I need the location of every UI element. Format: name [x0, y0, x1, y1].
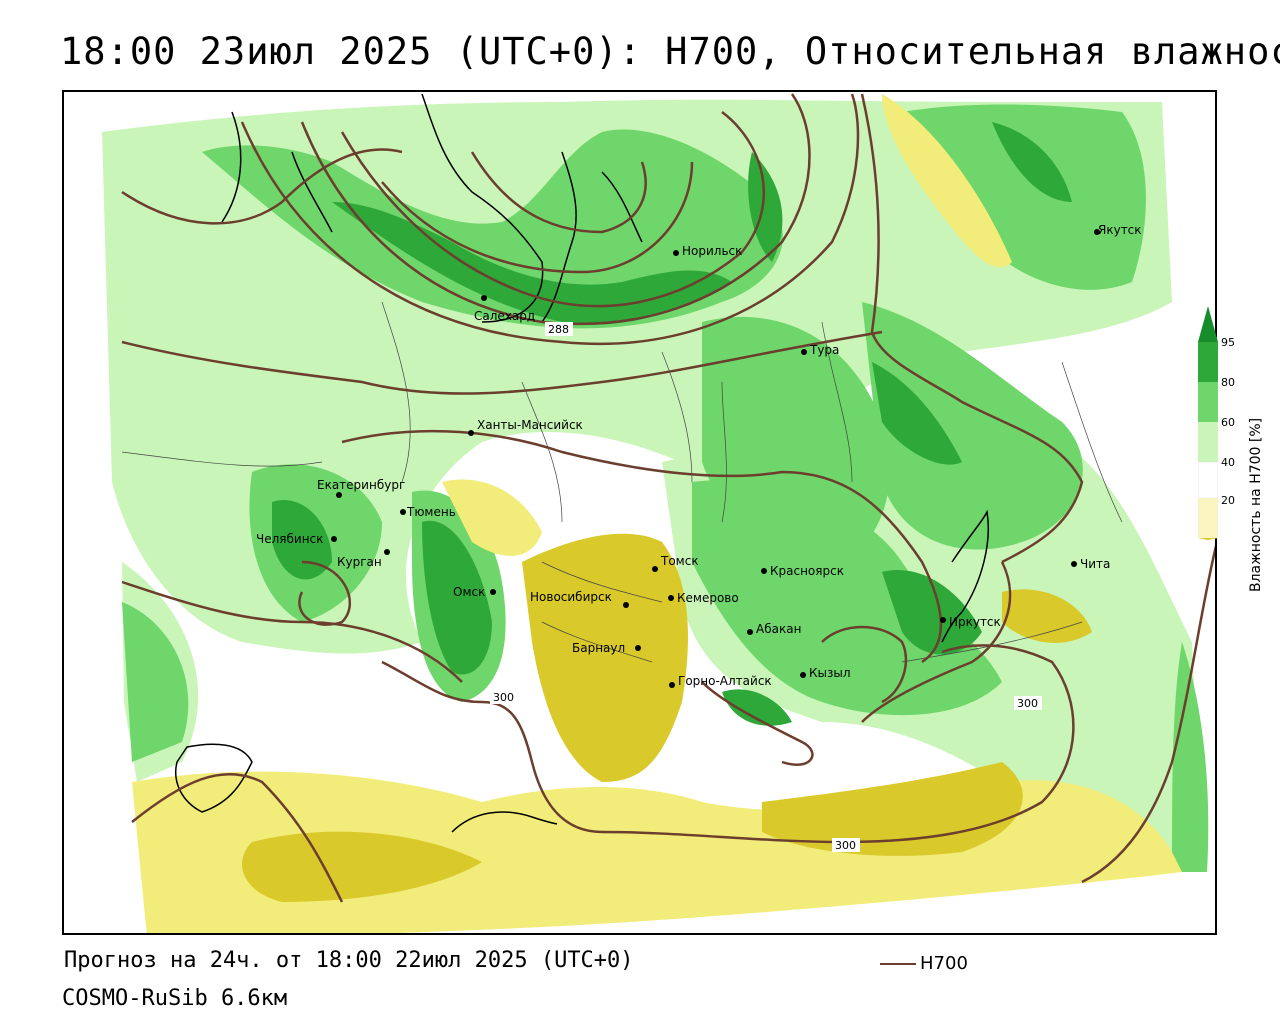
- city-dot: [468, 430, 474, 436]
- colorbar-arrow-top: [1198, 306, 1218, 342]
- h700-contours: [121, 93, 1215, 903]
- city-dot: [668, 595, 674, 601]
- city-dot: [801, 349, 807, 355]
- city-dot: [747, 629, 753, 635]
- svg-text:288: 288: [548, 323, 569, 336]
- city-label: Ханты-Мансийск: [477, 418, 583, 432]
- city-20: Чита: [1071, 557, 1110, 571]
- colorbar-tick-80: 80: [1221, 376, 1235, 389]
- colorbar-bin-40: [1198, 461, 1218, 499]
- city-dot: [481, 295, 487, 301]
- city-4: Тура: [801, 343, 839, 357]
- city-12: Томск: [652, 554, 699, 572]
- city-label: Новосибирск: [530, 590, 612, 604]
- colorbar-arrow-bottom: [1198, 538, 1218, 540]
- contour-label-300-west: 300: [490, 690, 518, 704]
- colorbar-bin-60: [1198, 422, 1218, 462]
- city-dot: [673, 250, 679, 256]
- colorbar-title: Влажность на H700 [%]: [1248, 417, 1264, 592]
- colorbar-bin-95: [1198, 342, 1218, 382]
- city-label: Томск: [660, 554, 699, 568]
- city-dot: [400, 509, 406, 515]
- city-9: Курган: [337, 549, 390, 569]
- city-18: Кызыл: [800, 666, 851, 680]
- colorbar: [1198, 306, 1218, 540]
- city-label: Омск: [453, 585, 485, 599]
- city-dot: [331, 536, 337, 542]
- city-2: Норильск: [673, 244, 742, 258]
- model-name: COSMO-RuSib 6.6км: [62, 986, 288, 1011]
- city-label: Екатеринбург: [317, 478, 405, 492]
- city-label: Иркутск: [949, 615, 1001, 629]
- city-16: Барнаул: [572, 641, 641, 655]
- city-markers: Якутск Норильск Салехард Тура Ханты-Мансийск…: [256, 223, 1142, 688]
- city-dot: [652, 566, 658, 572]
- city-11: Новосибирск: [530, 590, 629, 608]
- colorbar-tick-60: 60: [1221, 416, 1235, 429]
- colorbar-tick-40: 40: [1221, 456, 1235, 469]
- city-dot: [384, 549, 390, 555]
- city-label: Тюмень: [406, 505, 456, 519]
- city-label: Кызыл: [809, 666, 851, 680]
- city-3: Салехард: [474, 295, 535, 323]
- h700-legend: H700: [880, 953, 968, 974]
- city-label: Чита: [1080, 557, 1110, 571]
- city-label: Норильск: [682, 244, 742, 258]
- city-dot: [940, 617, 946, 623]
- humidity-map: 288 300 300 300 Якутск Норильск Салехард Ту…: [102, 93, 1215, 933]
- h700-line-swatch: [880, 963, 916, 965]
- city-8: Челябинск: [256, 532, 337, 546]
- city-label: Тура: [809, 343, 839, 357]
- h700-legend-label: H700: [920, 953, 968, 974]
- colorbar-bin-20: [1198, 498, 1218, 538]
- city-dot: [336, 492, 342, 498]
- colorbar-tick-95: 95: [1221, 336, 1235, 349]
- city-1: Якутск: [1094, 223, 1142, 237]
- city-dot: [490, 589, 496, 595]
- city-14: Красноярск: [761, 564, 844, 578]
- city-label: Челябинск: [256, 532, 323, 546]
- city-label: Курган: [337, 555, 382, 569]
- humidity-fill-moist-dark: [272, 122, 1072, 726]
- admin-borders: [121, 301, 1123, 663]
- city-10: Омск: [453, 585, 496, 599]
- city-label: Барнаул: [572, 641, 625, 655]
- contour-label-300-east: 300: [1014, 696, 1042, 710]
- map-panel[interactable]: 288 300 300 300 Якутск Норильск Салехард Ту…: [62, 90, 1217, 935]
- city-label: Кемерово: [677, 591, 739, 605]
- city-17: Горно-Алтайск: [669, 674, 772, 688]
- city-label: Салехард: [474, 309, 535, 323]
- city-dot: [635, 645, 641, 651]
- city-dot: [623, 602, 629, 608]
- city-dot: [1094, 229, 1100, 235]
- city-6: Екатеринбург: [317, 478, 405, 498]
- city-7: Тюмень: [400, 505, 456, 519]
- svg-text:300: 300: [1017, 697, 1038, 710]
- city-dot: [669, 682, 675, 688]
- city-dot: [761, 568, 767, 574]
- city-label: Абакан: [756, 622, 801, 636]
- chart-title: 18:00 23июл 2025 (UTC+0): H700, Относите…: [60, 30, 1280, 73]
- city-label: Красноярск: [770, 564, 844, 578]
- contour-label-288: 288: [545, 322, 573, 336]
- city-15: Абакан: [747, 622, 801, 636]
- city-5: Ханты-Мансийск: [468, 418, 583, 436]
- svg-text:300: 300: [835, 839, 856, 852]
- city-19: Иркутск: [940, 615, 1001, 629]
- contour-label-300-south: 300: [832, 838, 860, 852]
- city-label: Якутск: [1098, 223, 1142, 237]
- city-13: Кемерово: [668, 591, 739, 605]
- svg-text:300: 300: [493, 691, 514, 704]
- forecast-info: Прогноз на 24ч. от 18:00 22июл 2025 (UTC…: [64, 948, 634, 973]
- colorbar-tick-20: 20: [1221, 494, 1235, 507]
- city-dot: [800, 672, 806, 678]
- city-label: Горно-Алтайск: [678, 674, 772, 688]
- city-dot: [1071, 561, 1077, 567]
- colorbar-bin-80: [1198, 382, 1218, 422]
